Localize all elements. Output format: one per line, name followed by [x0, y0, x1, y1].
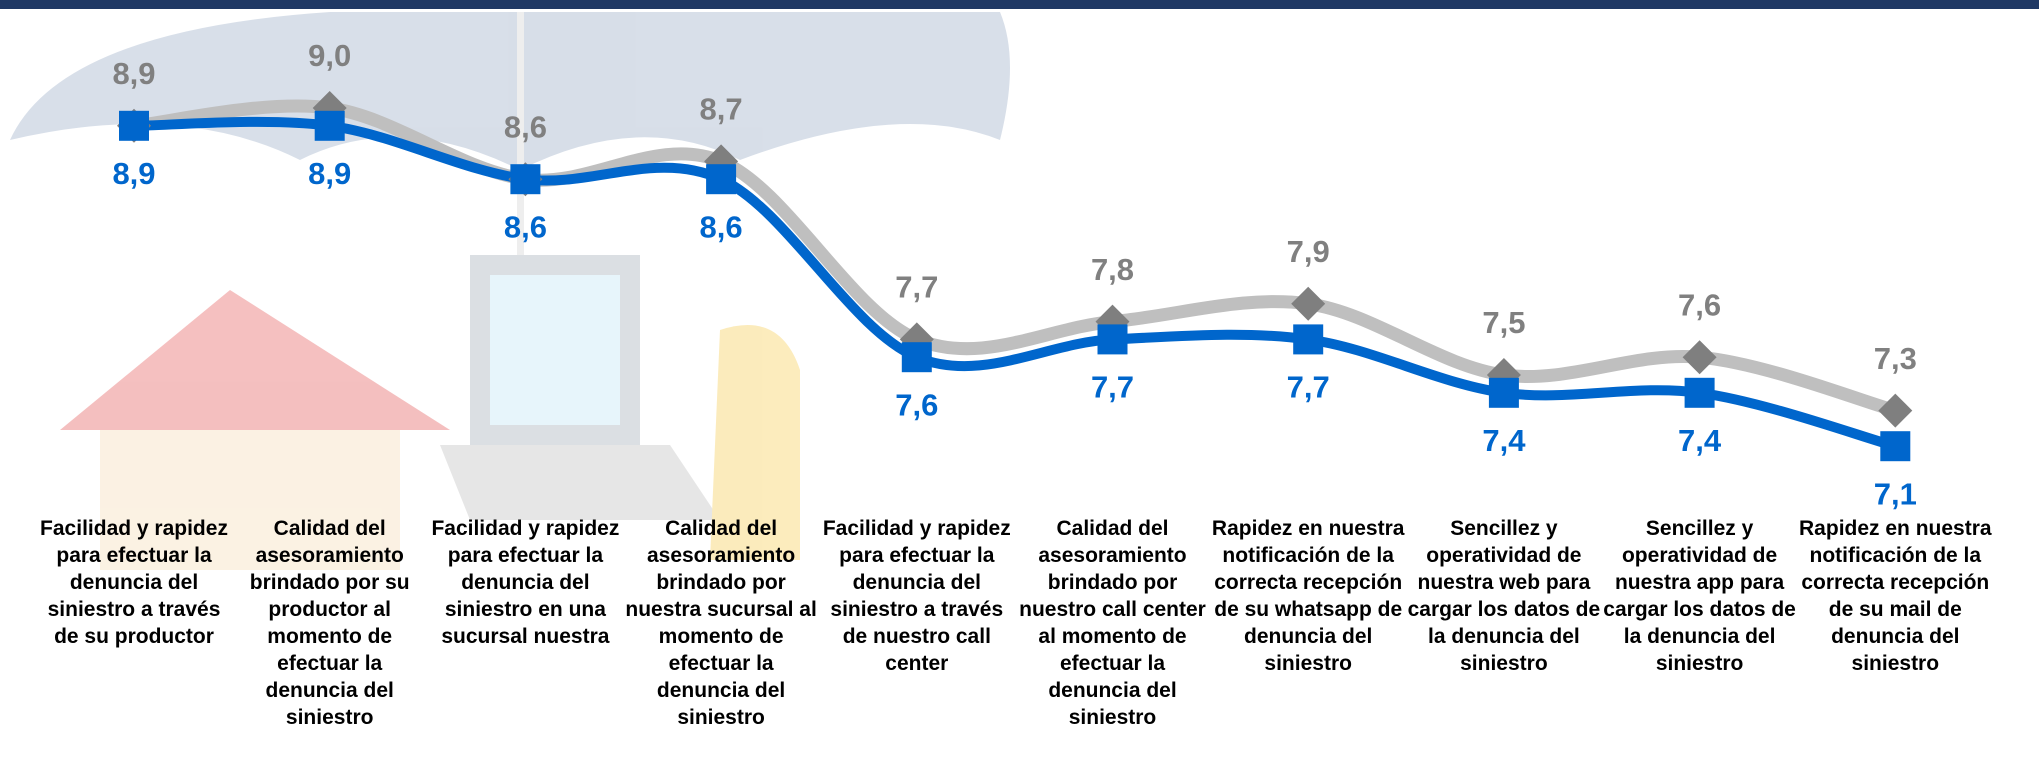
data-label: 7,7: [1287, 370, 1330, 405]
series-line: [133, 99, 1898, 417]
x-tick-label: Calidad del asesoramiento brindado por n…: [1019, 517, 1206, 729]
x-tick-label: Facilidad y rapidez para efectuar la den…: [40, 517, 228, 648]
square-marker: [510, 164, 541, 195]
data-label: 8,6: [700, 209, 743, 244]
data-label: 7,7: [895, 270, 938, 305]
series-line: [133, 116, 1897, 452]
data-label: 8,9: [112, 156, 155, 191]
data-label: 7,6: [1678, 287, 1721, 322]
x-tick-label: Facilidad y rapidez para efectuar la den…: [822, 517, 1011, 675]
diamond-marker: [1878, 393, 1913, 428]
data-label: 7,4: [1678, 423, 1722, 458]
data-label: 7,4: [1482, 423, 1526, 458]
top-bar: [0, 0, 2039, 9]
data-label: 9,0: [308, 38, 351, 73]
data-label: 8,9: [112, 56, 155, 91]
square-marker: [1880, 431, 1911, 462]
square-marker: [314, 110, 345, 141]
data-label: 7,1: [1874, 476, 1917, 511]
data-label: 7,7: [1091, 370, 1134, 405]
data-label: 7,9: [1287, 234, 1330, 269]
data-label: 8,9: [308, 156, 351, 191]
x-tick-label: Sencillez y operatividad de nuestra web …: [1407, 517, 1601, 675]
data-label: 7,3: [1874, 341, 1917, 376]
data-label: 7,6: [895, 387, 938, 422]
data-label: 7,8: [1091, 252, 1134, 287]
diamond-marker: [1291, 286, 1326, 321]
square-marker: [1097, 324, 1128, 355]
data-label: 8,7: [700, 92, 743, 127]
x-tick-label: Facilidad y rapidez para efectuar la den…: [431, 517, 620, 648]
x-tick-label: Rapidez en nuestra notificación de la co…: [1211, 517, 1405, 675]
square-marker: [1684, 377, 1715, 408]
x-tick-label: Calidad del asesoramiento brindado por n…: [625, 517, 817, 729]
x-tick-label: Rapidez en nuestra notificación de la co…: [1799, 517, 1992, 675]
square-marker: [1488, 377, 1519, 408]
data-label: 7,5: [1482, 305, 1525, 340]
square-marker: [1293, 324, 1324, 355]
square-marker: [901, 342, 932, 373]
x-tick-label: Calidad del asesoramiento brindado por s…: [249, 517, 410, 729]
x-tick-label: Sencillez y operatividad de nuestra app …: [1603, 517, 1796, 675]
diamond-marker: [1682, 340, 1717, 375]
square-marker: [119, 110, 149, 141]
background-illustration: [10, 12, 1010, 570]
data-label: 8,6: [504, 109, 547, 144]
data-label: 8,6: [504, 209, 547, 244]
square-marker: [706, 164, 737, 195]
